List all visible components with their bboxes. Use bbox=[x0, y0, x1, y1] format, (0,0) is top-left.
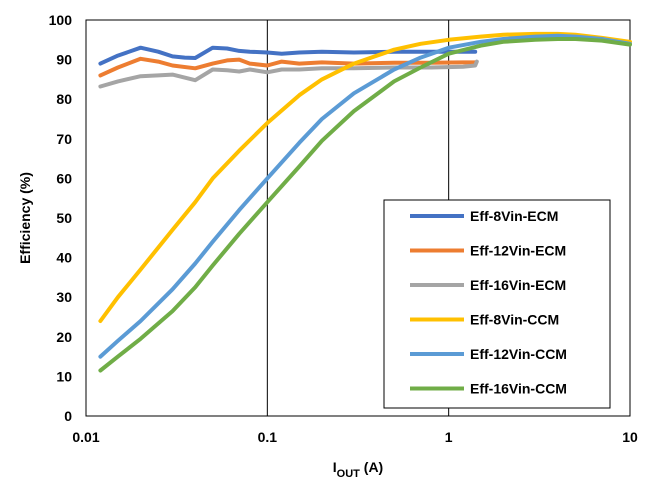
legend-label: Eff-12Vin-CCM bbox=[470, 346, 567, 362]
plot-area-frame bbox=[85, 19, 631, 417]
x-tick-label: 1 bbox=[445, 429, 453, 445]
legend-label: Eff-16Vin-ECM bbox=[470, 277, 566, 293]
series-layer bbox=[98, 31, 632, 373]
series-line-eff-8vin-ccm bbox=[98, 31, 632, 323]
y-tick-label: 100 bbox=[49, 12, 73, 28]
legend-label: Eff-12Vin-ECM bbox=[470, 243, 566, 259]
legend-box bbox=[383, 199, 611, 409]
legend-label: Eff-8Vin-ECM bbox=[470, 208, 558, 224]
y-tick-label: 90 bbox=[56, 52, 72, 68]
series-line-eff-12vin-ecm bbox=[98, 56, 478, 78]
legend-label: Eff-8Vin-CCM bbox=[470, 312, 559, 328]
legend: Eff-8Vin-ECM Eff-12Vin-ECM Eff-16Vin-ECM Ef… bbox=[383, 199, 611, 409]
x-tick-label: 10 bbox=[622, 429, 638, 445]
y-tick-label: 50 bbox=[56, 210, 72, 226]
x-tick-label: 0.1 bbox=[258, 429, 278, 445]
y-tick-label: 20 bbox=[56, 329, 72, 345]
y-tick-label: 70 bbox=[56, 131, 72, 147]
legend-label: Eff-16Vin-CCM bbox=[470, 381, 567, 397]
y-tick-label: 0 bbox=[64, 408, 72, 424]
y-axis-title: Efficiency (%) bbox=[17, 172, 33, 264]
y-tick-label: 30 bbox=[56, 289, 72, 305]
series-line-eff-16vin-ccm bbox=[98, 37, 632, 373]
series-line-eff-12vin-ccm bbox=[98, 33, 632, 359]
y-tick-label: 40 bbox=[56, 250, 72, 266]
y-tick-label: 80 bbox=[56, 91, 72, 107]
y-tick-label: 60 bbox=[56, 170, 72, 186]
x-axis-title: IOUT (A) bbox=[333, 459, 383, 480]
y-tick-label: 10 bbox=[56, 368, 72, 384]
x-axis-title-subscript: OUT bbox=[337, 468, 361, 480]
x-axis-title-unit: (A) bbox=[360, 459, 383, 475]
tick-labels: 0 10 20 30 40 50 60 70 80 90 100 0.01 0.1 1 10 bbox=[49, 12, 638, 445]
x-tick-label: 0.01 bbox=[72, 429, 99, 445]
x-axis-title-main: I bbox=[333, 459, 337, 475]
